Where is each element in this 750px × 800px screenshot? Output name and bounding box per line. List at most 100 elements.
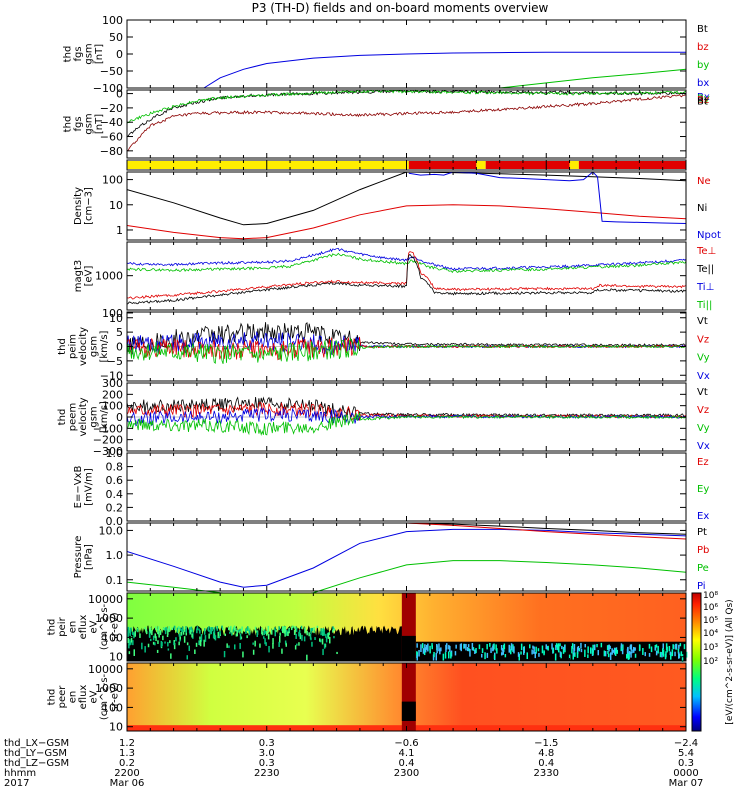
y-axis-label: peir [57, 616, 68, 636]
spectrogram-speckle [261, 627, 263, 635]
spectrogram-speckle [194, 649, 196, 654]
legend-entry: Ni [697, 203, 707, 214]
spectrogram-speckle [214, 635, 217, 641]
spectrogram-speckle [496, 648, 498, 654]
spectrogram-speckle [155, 636, 157, 642]
spectrogram-speckle [129, 639, 131, 646]
spectrogram-speckle [130, 627, 132, 632]
legend-entry: Bt [697, 97, 708, 108]
spectrogram-speckle [463, 643, 466, 649]
y-axis-label: en [68, 691, 79, 704]
spectrogram-speckle [218, 636, 221, 639]
spectrogram-speckle [196, 626, 199, 631]
legend-entry: Vt [697, 316, 708, 327]
spectrogram-speckle [424, 644, 426, 650]
x-axis-tick-value: 4.1 [399, 748, 415, 759]
y-tick-label: 100 [102, 174, 123, 187]
x-axis-tick-value: −2.4 [674, 738, 698, 749]
spectrogram-speckle [199, 636, 201, 640]
y-axis-label: [mV/m] [83, 468, 94, 506]
spectrogram-speckle [474, 649, 476, 654]
spectrogram-speckle [574, 652, 576, 657]
y-tick-label: 100 [102, 400, 123, 413]
spectrogram-speckle [670, 652, 672, 660]
y-axis-label: Pressure [73, 536, 84, 579]
spectrogram-speckle [132, 640, 134, 646]
panel-1: 100 50 0 −50 −100 thd fgs gsm [nT] Bt bz by bx [62, 14, 709, 95]
spectrogram-speckle [438, 643, 440, 652]
spectrogram-speckle [650, 646, 653, 653]
series-bz-line [127, 93, 687, 151]
spectrogram-speckle [139, 633, 141, 638]
y-axis-label: [km/s] [99, 330, 110, 362]
spectrogram-speckle [555, 643, 558, 648]
spectrogram-speckle [147, 643, 150, 648]
spectrogram-speckle [572, 652, 574, 660]
y-axis-label: sr-eV) [110, 682, 121, 711]
spectrogram-speckle [234, 644, 236, 650]
spectrogram-speckle [304, 627, 306, 634]
spectrogram-speckle [448, 644, 450, 650]
spectrogram-speckle [427, 643, 429, 652]
spectrogram-speckle [475, 648, 477, 654]
spectrogram-speckle [173, 641, 175, 646]
y-tick-label: 10 [109, 721, 123, 734]
spectrogram-speckle [543, 652, 545, 656]
spectrogram-speckle [607, 653, 610, 658]
series-by-line [499, 68, 687, 89]
spectrogram-speckle [308, 632, 310, 637]
spectrogram-speckle [161, 641, 163, 647]
y-tick-label: 100 [102, 14, 123, 27]
panel-3 [126, 159, 687, 171]
y-axis-label: [cm−3] [83, 187, 94, 225]
legend-entry: Te|| [696, 264, 714, 275]
spectrogram-speckle [571, 643, 574, 649]
spectrogram-speckle [321, 638, 324, 645]
spectrogram-speckle [590, 647, 592, 654]
spectrogram-speckle [606, 645, 609, 650]
x-axis-tick-value: 0.2 [119, 758, 135, 769]
spectrogram-speckle [629, 645, 631, 650]
spectrogram-speckle [467, 644, 470, 648]
legend-entry: by [697, 60, 709, 71]
spectrogram-speckle [149, 627, 152, 634]
spectrogram-speckle [486, 652, 489, 658]
spectrogram-speckle [263, 636, 265, 639]
spectrogram-speckle [128, 651, 131, 655]
spectrogram-speckle [537, 648, 540, 652]
spectrogram-speckle [267, 625, 270, 633]
spectrogram-speckle [164, 627, 167, 635]
spectrogram-speckle [634, 653, 637, 658]
spectrogram-speckle [600, 642, 603, 648]
x-axis-tick-value: 1.2 [119, 738, 135, 749]
spectrogram-speckle [279, 632, 281, 636]
spectrogram-speckle [178, 641, 180, 646]
spectrogram-speckle [541, 645, 544, 654]
y-axis-label: peer [57, 685, 68, 709]
spectrogram-speckle [584, 644, 586, 648]
spectrogram-speckle [208, 633, 210, 639]
panel-9: 10.0 1.0 0.1 Pressure [nPa] Pt Pb Pe Pi [73, 522, 709, 598]
spectrogram-speckle [672, 644, 674, 649]
spectrogram-speckle [229, 631, 231, 634]
spectrogram-speckle [204, 635, 207, 642]
spectrogram-speckle [421, 643, 424, 649]
spectrogram-speckle [230, 625, 232, 633]
spectrogram-speckle [199, 629, 201, 634]
spectrogram-speckle [478, 644, 481, 650]
y-tick-label: −5 [107, 355, 123, 368]
x-axis-tick-value: 2200 [114, 768, 139, 779]
spectrogram-speckle [296, 643, 298, 646]
spectrogram-speckle [173, 626, 176, 629]
spectrogram-speckle [662, 648, 664, 655]
spectrogram-speckle [512, 644, 514, 652]
spectrogram-speckle [240, 636, 243, 640]
spectrogram-speckle [416, 651, 418, 659]
y-axis-label: eV [89, 620, 100, 633]
spectrogram-speckle [309, 633, 312, 640]
legend-entry: Vy [697, 423, 710, 434]
spectrogram-speckle [189, 629, 191, 635]
spectrogram-speckle [683, 644, 686, 650]
series-ni-line [126, 171, 687, 226]
spectrogram-speckle [232, 629, 234, 633]
